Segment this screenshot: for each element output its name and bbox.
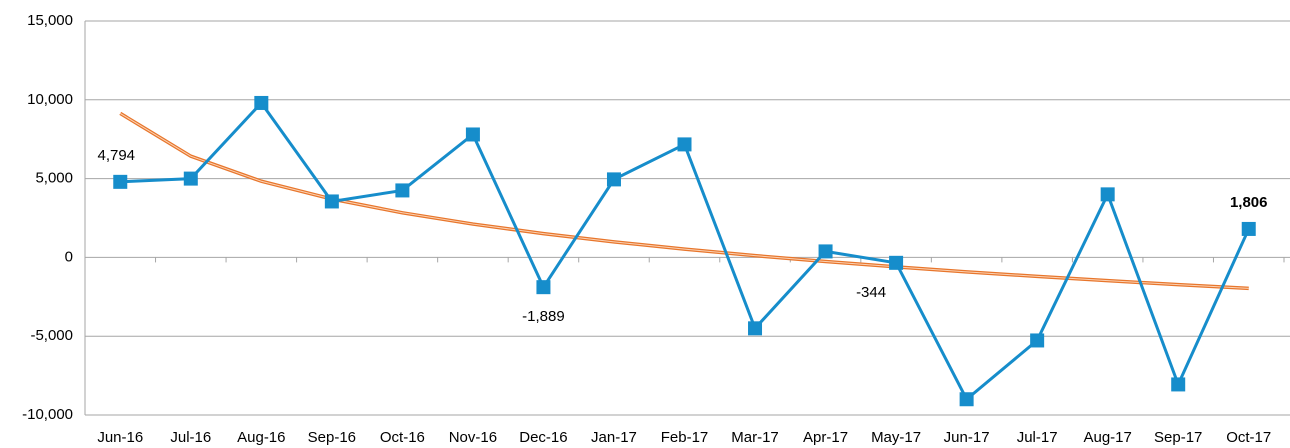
marker bbox=[959, 392, 974, 407]
marker bbox=[1100, 187, 1115, 202]
x-tick-label: Apr-17 bbox=[803, 429, 848, 446]
trendline bbox=[120, 112, 1249, 289]
x-tick-label: Oct-16 bbox=[380, 429, 425, 446]
marker bbox=[536, 280, 551, 295]
y-tick-label: -5,000 bbox=[30, 327, 73, 344]
x-tick-label: Sep-16 bbox=[308, 429, 356, 446]
marker bbox=[606, 172, 621, 187]
y-tick-label: -10,000 bbox=[22, 406, 73, 423]
x-tick-label: Aug-17 bbox=[1083, 429, 1131, 446]
x-tick-label: Sep-17 bbox=[1154, 429, 1202, 446]
marker bbox=[113, 174, 128, 189]
x-tick-label: Dec-16 bbox=[519, 429, 567, 446]
x-tick-label: Oct-17 bbox=[1226, 429, 1271, 446]
marker bbox=[1030, 333, 1045, 348]
marker bbox=[465, 127, 480, 142]
y-tick-label: 5,000 bbox=[35, 170, 73, 187]
y-tick-label: 15,000 bbox=[27, 12, 73, 29]
x-tick-label: May-17 bbox=[871, 429, 921, 446]
x-tick-label: Jan-17 bbox=[591, 429, 637, 446]
data-label: -344 bbox=[856, 284, 886, 301]
x-tick-label: Jun-16 bbox=[97, 429, 143, 446]
marker bbox=[1241, 221, 1256, 236]
marker bbox=[183, 171, 198, 186]
marker bbox=[395, 183, 410, 198]
marker bbox=[254, 95, 269, 110]
x-tick-label: Jul-16 bbox=[170, 429, 211, 446]
x-tick-label: Feb-17 bbox=[661, 429, 709, 446]
marker bbox=[324, 194, 339, 209]
data-label: -1,889 bbox=[522, 308, 565, 325]
y-tick-label: 10,000 bbox=[27, 91, 73, 108]
y-tick-label: 0 bbox=[65, 248, 73, 265]
data-label: 4,794 bbox=[97, 147, 135, 164]
marker bbox=[818, 244, 833, 259]
marker bbox=[1171, 377, 1186, 392]
marker bbox=[748, 321, 763, 336]
marker bbox=[889, 255, 904, 270]
marker bbox=[677, 137, 692, 152]
data-label: 1,806 bbox=[1230, 194, 1268, 211]
x-tick-label: Nov-16 bbox=[449, 429, 497, 446]
x-tick-label: Mar-17 bbox=[731, 429, 779, 446]
x-tick-label: Jul-17 bbox=[1017, 429, 1058, 446]
x-tick-label: Aug-16 bbox=[237, 429, 285, 446]
x-tick-label: Jun-17 bbox=[944, 429, 990, 446]
